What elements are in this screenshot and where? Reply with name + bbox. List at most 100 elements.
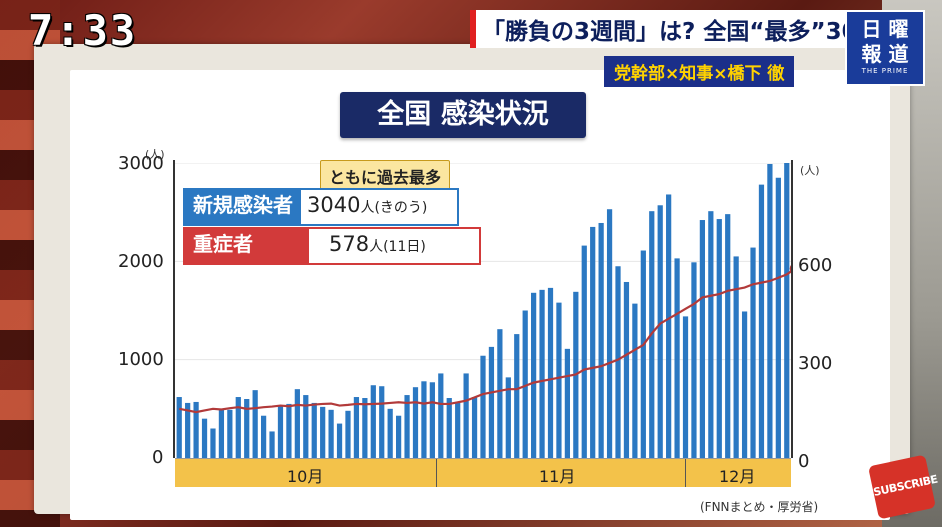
program-logo: 日 曜 報 道 THE PRIME — [845, 10, 925, 86]
new-cases-number: 3040 — [307, 193, 361, 217]
new-cases-bar — [606, 209, 613, 458]
new-cases-bar — [210, 428, 216, 458]
new-cases-bar — [640, 250, 646, 458]
new-cases-bar — [421, 381, 427, 458]
new-cases-label: 新規感染者 — [185, 190, 301, 224]
logo-line-2: 報 道 — [861, 42, 909, 66]
data-source: (FNNまとめ・厚労省) — [700, 500, 819, 514]
broadcast-clock: 7:33 — [28, 6, 138, 55]
new-cases-bar — [598, 222, 604, 458]
new-cases-bar — [505, 377, 511, 458]
new-cases-bar — [750, 247, 756, 458]
new-cases-bar — [345, 410, 351, 458]
new-cases-bar — [666, 194, 672, 458]
logo-line-3: THE PRIME — [861, 67, 909, 75]
new-cases-bar — [564, 348, 570, 458]
new-cases-bar — [725, 214, 731, 458]
month-separator — [436, 459, 437, 487]
record-high-badge: ともに過去最多 — [320, 160, 451, 192]
right-axis-line — [791, 160, 793, 458]
new-cases-bar — [547, 287, 554, 458]
new-cases-bar — [412, 387, 419, 458]
new-cases-bar — [657, 205, 663, 458]
new-cases-bar — [539, 289, 545, 458]
new-cases-unit: 人 — [360, 200, 375, 216]
new-cases-bar — [328, 409, 334, 458]
new-cases-bar — [252, 390, 258, 458]
new-cases-bar — [362, 398, 368, 458]
new-cases-bar — [708, 211, 714, 458]
new-cases-bar — [733, 256, 739, 458]
month-label-october: 10月 — [287, 467, 324, 486]
new-cases-bar — [581, 245, 587, 458]
new-cases-bar — [370, 385, 376, 458]
new-cases-bar — [429, 382, 435, 458]
new-cases-bar — [218, 408, 225, 458]
logo-line-1: 日 曜 — [861, 17, 909, 41]
new-cases-bar — [438, 373, 444, 458]
new-cases-bar — [784, 163, 790, 458]
left-tick-label: 0 — [152, 447, 164, 468]
new-cases-bar — [235, 397, 241, 458]
right-axis-unit: (人) — [800, 164, 820, 177]
new-cases-bar — [396, 415, 402, 458]
new-cases-bar — [260, 415, 267, 458]
new-cases-bar — [531, 292, 537, 458]
new-cases-value: 3040人(きのう) — [301, 190, 457, 224]
new-cases-bar — [623, 281, 630, 458]
month-axis: 10月 11月 12月 — [175, 458, 791, 487]
new-cases-bar — [691, 262, 697, 458]
new-cases-bar — [227, 409, 233, 458]
new-cases-bar — [387, 408, 393, 458]
new-cases-bar — [294, 389, 300, 458]
new-cases-bar — [674, 258, 680, 458]
new-cases-bar — [269, 431, 275, 458]
severe-cases-number: 578 — [329, 232, 370, 256]
new-cases-note: (きのう) — [374, 200, 428, 216]
news-subline: 党幹部×知事×橋下 徹 — [604, 56, 795, 87]
new-cases-box: 新規感染者 3040人(きのう) — [183, 188, 459, 226]
new-cases-bar — [455, 402, 461, 458]
new-cases-bar — [556, 302, 562, 458]
left-axis-line — [173, 160, 175, 458]
new-cases-bar — [514, 334, 520, 458]
new-cases-bar — [353, 397, 360, 458]
new-cases-bar — [480, 355, 486, 458]
case-chart — [175, 163, 791, 458]
new-cases-bar — [590, 226, 596, 458]
left-tick-label: 2000 — [118, 251, 164, 272]
chart-title: 全国 感染状況 — [340, 92, 586, 138]
new-cases-bar — [176, 397, 182, 458]
severe-cases-box: 重症者 578人(11日) — [183, 227, 481, 265]
month-label-november: 11月 — [539, 467, 576, 486]
new-cases-bar — [185, 402, 191, 458]
new-cases-bar — [379, 386, 385, 458]
severe-cases-label: 重症者 — [185, 229, 309, 263]
new-cases-bar — [320, 406, 326, 458]
new-cases-bar — [699, 220, 706, 458]
new-cases-bar — [615, 266, 621, 458]
new-cases-bar — [201, 418, 208, 458]
new-cases-bar — [277, 405, 284, 458]
new-cases-bar — [488, 346, 495, 458]
left-axis-unit: (人) — [145, 148, 165, 161]
new-cases-bar — [522, 310, 528, 458]
new-cases-bar — [286, 403, 292, 458]
month-separator — [685, 459, 686, 487]
new-cases-bar — [336, 423, 343, 458]
new-cases-bar — [632, 303, 638, 458]
new-cases-bar — [497, 329, 503, 458]
new-cases-bar — [193, 401, 199, 458]
new-cases-bar — [311, 402, 317, 458]
month-label-december: 12月 — [719, 467, 756, 486]
new-cases-bar — [404, 395, 410, 458]
right-tick-label: 0 — [798, 451, 810, 472]
severe-cases-value: 578人(11日) — [309, 229, 479, 263]
right-tick-label: 600 — [798, 255, 833, 276]
new-cases-bar — [758, 184, 765, 458]
severe-cases-unit: 人 — [369, 239, 384, 255]
new-cases-bar — [446, 398, 452, 458]
severe-cases-line — [179, 270, 791, 414]
new-cases-bar — [463, 373, 469, 458]
new-cases-bar — [303, 395, 309, 458]
